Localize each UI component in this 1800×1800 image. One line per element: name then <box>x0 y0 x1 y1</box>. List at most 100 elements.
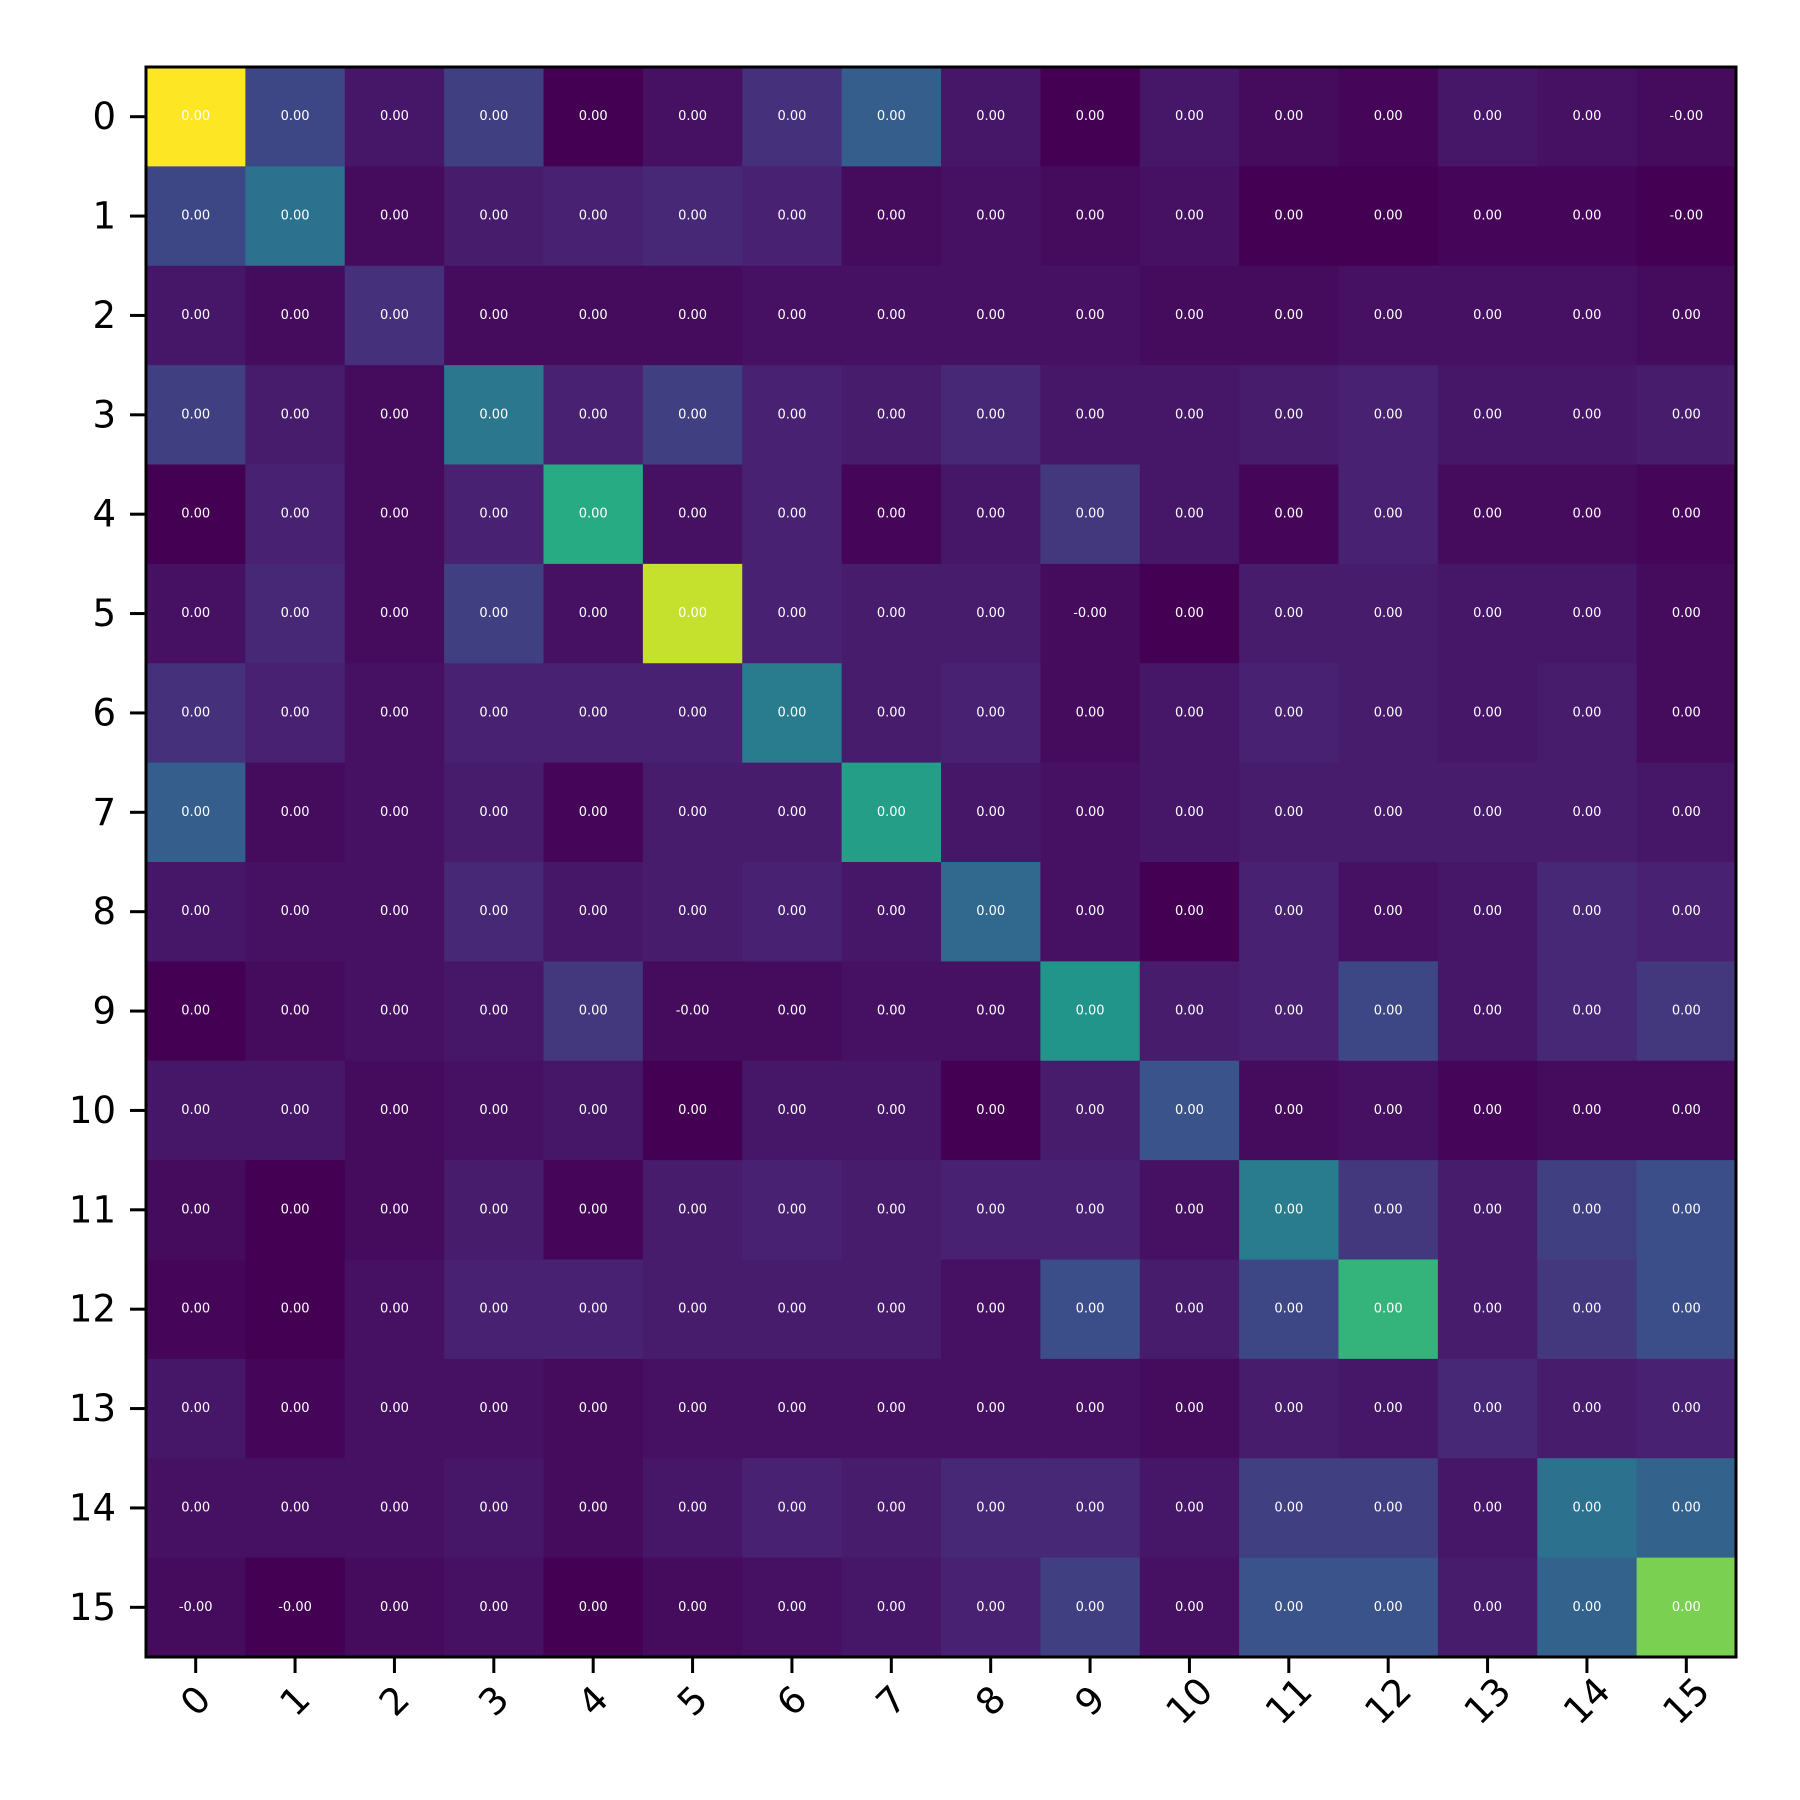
cell-value-label: 0.00 <box>579 805 608 820</box>
heatmap-cell <box>344 762 445 863</box>
heatmap-cell <box>444 762 545 863</box>
cell-value-label: 0.00 <box>380 1004 409 1019</box>
cell-value-label: 0.00 <box>1175 1401 1204 1416</box>
cell-value-label: 0.00 <box>1473 407 1502 422</box>
heatmap-cell <box>543 365 644 466</box>
heatmap-cell <box>1139 166 1240 267</box>
heatmap-cell <box>245 166 346 267</box>
heatmap-cell <box>1537 563 1638 664</box>
cell-value-label: 0.00 <box>579 209 608 224</box>
heatmap-cell <box>1636 762 1737 863</box>
heatmap-cell <box>1537 1458 1638 1559</box>
cell-value-label: 0.00 <box>1076 1600 1105 1615</box>
cell-value-label: 0.00 <box>877 1600 906 1615</box>
heatmap-cell <box>841 265 942 366</box>
heatmap-cell <box>146 265 246 366</box>
y-tick-label: 13 <box>69 1387 116 1430</box>
heatmap-cell <box>543 166 644 267</box>
heatmap-cell <box>742 862 843 962</box>
cell-value-label: 0.00 <box>1672 407 1701 422</box>
cell-value-label: 0.00 <box>678 109 707 124</box>
heatmap-cell <box>146 67 246 167</box>
cell-value-label: 0.00 <box>1374 1202 1403 1217</box>
cell-value-label: 0.00 <box>579 407 608 422</box>
heatmap-cell <box>642 1060 743 1161</box>
heatmap-cell <box>245 67 346 167</box>
cell-value-label: 0.00 <box>281 308 310 323</box>
cell-value-label: 0.00 <box>1473 1401 1502 1416</box>
plot-frame <box>144 65 1738 1659</box>
heatmap-cell <box>1537 961 1638 1062</box>
cell-value-label: 0.00 <box>678 1103 707 1118</box>
cell-value-label: 0.00 <box>1672 1302 1701 1317</box>
heatmap-cell <box>1040 563 1141 664</box>
heatmap-cell <box>1636 1458 1737 1559</box>
cell-value-label: 0.00 <box>877 308 906 323</box>
cell-value-label: 0.00 <box>1672 1600 1701 1615</box>
heatmap-cell <box>444 67 545 167</box>
heatmap-cell <box>841 1458 942 1559</box>
cell-value-label: 0.00 <box>579 1600 608 1615</box>
y-tick-label: 2 <box>92 294 116 337</box>
cell-value-label: 0.00 <box>877 1004 906 1019</box>
heatmap-cell <box>146 762 246 863</box>
heatmap-cell <box>444 166 545 267</box>
cell-value-label: 0.00 <box>479 1004 508 1019</box>
heatmap-cell <box>146 1060 246 1161</box>
heatmap-cell <box>1139 464 1240 565</box>
heatmap-cell <box>444 862 545 962</box>
heatmap-cell <box>1239 663 1340 764</box>
heatmap-cell <box>1437 464 1538 565</box>
cell-value-label: 0.00 <box>1175 1500 1204 1515</box>
heatmap-cell <box>1040 961 1141 1062</box>
heatmap-cell <box>1139 762 1240 863</box>
cell-value-label: 0.00 <box>380 1103 409 1118</box>
cell-value-label: 0.00 <box>1175 109 1204 124</box>
heatmap-cell <box>146 563 246 664</box>
cell-value-label: 0.00 <box>1175 606 1204 621</box>
heatmap-cell <box>344 961 445 1062</box>
heatmap-cell <box>245 365 346 466</box>
cell-value-label: 0.00 <box>181 1401 210 1416</box>
cell-value-label: 0.00 <box>479 1401 508 1416</box>
cell-value-label: 0.00 <box>479 904 508 919</box>
cell-value-label: 0.00 <box>1572 1202 1601 1217</box>
cell-value-label: 0.00 <box>1274 1302 1303 1317</box>
cell-value-label: 0.00 <box>1274 308 1303 323</box>
cell-value-label: 0.00 <box>1572 705 1601 720</box>
heatmap-cell <box>1239 1557 1340 1658</box>
cell-value-label: 0.00 <box>181 606 210 621</box>
heatmap-cell <box>245 265 346 366</box>
heatmap-cell <box>742 464 843 565</box>
cell-value-label: 0.00 <box>976 1500 1005 1515</box>
heatmap-cell <box>1239 563 1340 664</box>
cell-value-label: 0.00 <box>579 507 608 522</box>
cell-value-label: 0.00 <box>1473 1500 1502 1515</box>
heatmap-cell <box>1040 166 1141 267</box>
cell-value-label: 0.00 <box>1175 209 1204 224</box>
heatmap-cell <box>543 67 644 167</box>
heatmap-cell <box>1338 464 1439 565</box>
cell-value-label: 0.00 <box>1274 209 1303 224</box>
cell-value-label: 0.00 <box>678 1202 707 1217</box>
cell-value-label: 0.00 <box>1076 209 1105 224</box>
cell-value-label: 0.00 <box>281 1202 310 1217</box>
heatmap-cell <box>642 862 743 962</box>
heatmap-cell <box>1139 663 1240 764</box>
cell-value-label: 0.00 <box>877 705 906 720</box>
heatmap-cell <box>1537 67 1638 167</box>
heatmap-cell <box>245 1160 346 1261</box>
heatmap-cell <box>941 265 1041 366</box>
heatmap-cell <box>742 265 843 366</box>
cell-value-label: 0.00 <box>678 407 707 422</box>
cell-value-label: 0.00 <box>181 1202 210 1217</box>
heatmap-cell <box>1139 1160 1240 1261</box>
cell-value-label: 0.00 <box>181 805 210 820</box>
cell-value-label: 0.00 <box>380 1600 409 1615</box>
y-tick-label: 12 <box>69 1288 116 1331</box>
cell-value-label: 0.00 <box>479 1103 508 1118</box>
heatmap-cell <box>1139 1358 1240 1459</box>
heatmap-cell <box>1636 67 1737 167</box>
heatmap-cell <box>245 1259 346 1360</box>
heatmap-cell <box>1537 365 1638 466</box>
